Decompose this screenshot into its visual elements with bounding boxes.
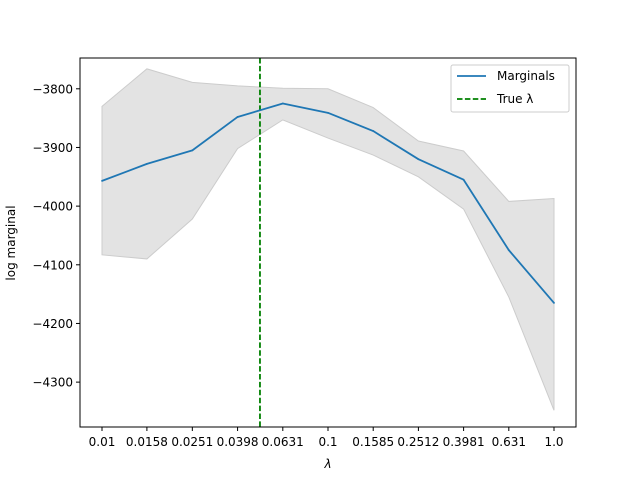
x-tick-label: 0.2512 [397,435,439,449]
data-point [145,162,148,165]
series-layer [101,102,555,304]
y-tick-label: −4000 [32,200,73,214]
y-tick-label: −4300 [32,376,73,390]
data-point [101,180,103,182]
data-point [327,111,329,114]
data-point [553,302,555,304]
data-point [281,102,284,105]
x-tick-label: 0.3981 [443,435,485,449]
confidence-band-layer [101,68,555,411]
data-point [372,130,375,132]
confidence-band [101,68,555,411]
data-point [417,158,420,161]
y-axis: −3800 −3900 −4000 −4100 −4200 −4300 [32,82,80,390]
legend-label-marginals: Marginals [497,69,555,83]
x-tick-label: 0.0158 [126,435,168,449]
y-tick-label: −4200 [32,317,73,331]
x-axis-label: λ [323,457,331,471]
data-point [507,249,510,252]
x-tick-label: 0.0398 [217,435,259,449]
x-tick-label: 0.1585 [352,435,394,449]
legend: Marginals True λ [450,64,570,113]
x-tick-label: 0.0251 [171,435,213,449]
data-point [236,116,239,118]
legend-label-true-lambda: True λ [496,92,533,106]
x-tick-label: 1.0 [544,435,563,449]
y-tick-label: −3900 [32,141,73,155]
data-point [462,178,465,181]
x-tick-label: 0.631 [492,435,526,449]
x-tick-label: 0.01 [89,435,116,449]
x-tick-label: 0.1 [318,435,337,449]
x-tick-label: 0.0631 [262,435,304,449]
y-tick-label: −4100 [32,258,73,272]
x-axis: 0.01 0.0158 0.0251 0.0398 0.0631 0.1 0.1585 0.2… [89,427,564,449]
y-tick-label: −3800 [32,82,73,96]
y-axis-label: log marginal [4,205,18,280]
data-point [191,149,194,152]
